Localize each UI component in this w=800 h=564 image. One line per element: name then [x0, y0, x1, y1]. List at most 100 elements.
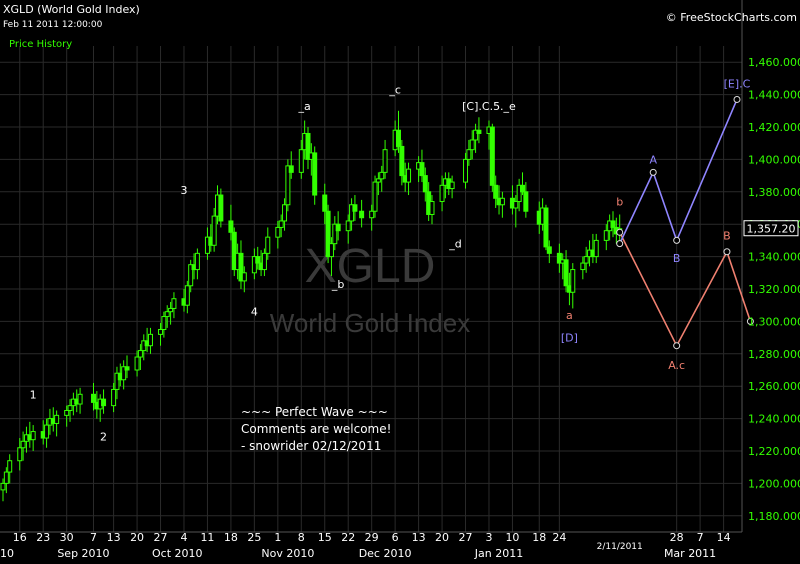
candle-body [282, 204, 288, 222]
candle-body [261, 252, 267, 271]
y-tick-label: 1,240.000 [748, 413, 800, 426]
y-tick-label: 1,200.000 [748, 477, 800, 490]
candle-body [238, 252, 244, 282]
candles-layer [0, 110, 623, 502]
x-tick-label: 18 [532, 531, 546, 544]
projection-red-label: A.c [668, 359, 685, 372]
annotation-line-3: - snowrider 02/12/2011 [241, 439, 381, 453]
candle-body [523, 191, 529, 212]
candle-body [395, 129, 401, 147]
candle-body [449, 181, 455, 190]
y-tick-label: 1,400.000 [748, 153, 800, 166]
candle-body [124, 366, 130, 371]
candle-body [519, 184, 525, 193]
candle-body [439, 184, 445, 203]
annotation-line-2: Comments are welcome! [241, 422, 391, 436]
x-tick-label: 13 [412, 531, 426, 544]
candle-body [399, 145, 405, 177]
y-tick-label: 1,440.000 [748, 89, 800, 102]
x-tick-label: 24 [552, 531, 566, 544]
wave-label: 4 [251, 306, 258, 319]
header: XGLD (World Gold Index) Feb 11 2011 12:0… [3, 3, 797, 50]
candle-body [610, 220, 616, 228]
projection-blue-label: [E].C [724, 77, 751, 90]
candle-body [161, 316, 167, 331]
candle-body [134, 356, 140, 371]
projection-blue-label: A [649, 153, 657, 166]
wave-label: 3 [180, 184, 187, 197]
annotation-text: ~~~ Perfect Wave ~~~ Comments are welcom… [241, 405, 391, 453]
candle-body [137, 350, 143, 358]
y-tick-label: 1,220.000 [748, 445, 800, 458]
chart-datetime: Feb 11 2011 12:00:00 [3, 20, 103, 30]
candle-body [473, 129, 479, 141]
candle-body [583, 256, 589, 264]
candle-body [469, 139, 475, 151]
candle-body [67, 405, 73, 412]
candle-body [463, 158, 469, 183]
candle-body [493, 184, 499, 199]
projection-blue-point [649, 168, 657, 176]
annotation-line-1: ~~~ Perfect Wave ~~~ [241, 405, 388, 419]
chart-title: XGLD (World Gold Index) [3, 3, 140, 16]
candle-body [298, 149, 304, 173]
x-tick-label: 22 [341, 531, 355, 544]
y-tick-label: 1,340.000 [748, 251, 800, 264]
projections-layer: A.c B A B [E].C [616, 77, 754, 372]
projection-red-point [673, 342, 681, 350]
projection-blue-line [618, 99, 738, 244]
candle-body [563, 259, 569, 287]
site-credit[interactable]: © FreeStockCharts.com [666, 11, 797, 24]
candle-body [406, 168, 412, 183]
x-tick-label: 30 [60, 531, 74, 544]
wave-label: 2 [100, 430, 107, 443]
candle-body [90, 393, 96, 403]
candle-body [570, 269, 576, 293]
wave-label: _a [298, 100, 311, 113]
x-tick-label: 23 [36, 531, 50, 544]
candle-body [158, 329, 164, 335]
candle-body [369, 210, 375, 219]
candle-body [352, 204, 358, 212]
wave-label: a [566, 309, 573, 322]
projection-blue-point [733, 95, 741, 103]
x-tick-label: 28 [670, 531, 684, 544]
candle-body [288, 165, 294, 173]
candle-body [305, 132, 311, 160]
candle-body [111, 388, 117, 407]
candle-body [466, 149, 472, 160]
candle-body [171, 298, 177, 309]
candle-body [489, 126, 495, 186]
candle-body [278, 220, 284, 228]
wave-label: [C].C.5._e [462, 100, 516, 113]
candle-body [228, 220, 234, 233]
candle-body [64, 410, 70, 416]
candle-body [20, 440, 26, 449]
wave-label: 1 [30, 388, 37, 401]
candle-body [422, 175, 428, 193]
x-month-label: Oct 2010 [152, 547, 203, 560]
x-tick-label: 7 [697, 531, 704, 544]
y-tick-label: 1,380.000 [748, 186, 800, 199]
candle-body [375, 178, 381, 183]
projection-blue-point [673, 236, 681, 244]
wave-label: _c [388, 84, 401, 97]
wave-labels-layer: 1 2 3 4 _a _b _c _d [C].C.5._ea [D] b [30, 84, 624, 444]
x-tick-label: 15 [318, 531, 332, 544]
candle-body [325, 210, 331, 258]
x-tick-label: 27 [154, 531, 168, 544]
candle-body [54, 414, 60, 424]
candle-body [121, 366, 127, 381]
x-tick-label: 7 [90, 531, 97, 544]
current-price-box: 1,357.20 [743, 220, 799, 237]
x-tick-label: 20 [435, 531, 449, 544]
panel-label[interactable]: Price History [9, 39, 72, 50]
candle-body [513, 201, 519, 209]
current-price-frame [743, 220, 799, 237]
x-tick-label: 18 [224, 531, 238, 544]
candle-body [312, 152, 318, 196]
candle-body [231, 231, 237, 271]
candle-body [184, 285, 190, 306]
